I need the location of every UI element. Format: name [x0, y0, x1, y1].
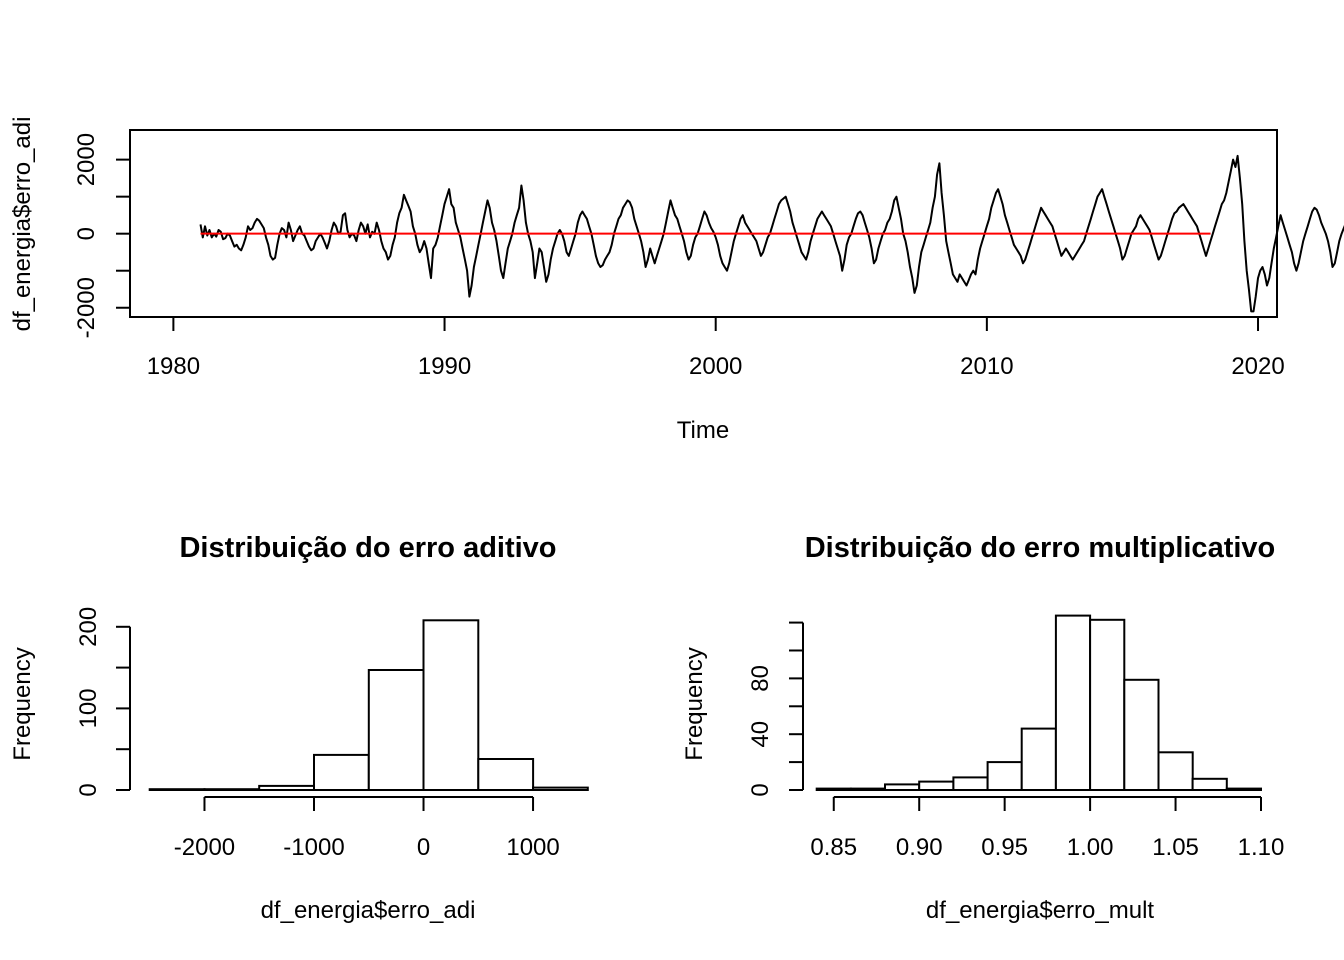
histogram-bar [422, 619, 480, 791]
histogram-bar [1123, 678, 1160, 791]
x-tick-label: 1000 [506, 834, 559, 861]
additive-histogram-x-axis-title: df_energia$erro_adi [261, 897, 476, 924]
x-tick-label: -2000 [174, 834, 235, 861]
multiplicative-histogram-x-axis-title: df_energia$erro_mult [926, 897, 1154, 924]
histogram-bar [203, 788, 261, 792]
multiplicative-histogram-x-axis: 0.85 0.90 0.95 1.00 1.05 1.10 [810, 796, 1285, 861]
histogram-bar [258, 784, 316, 792]
histogram-bar [1089, 618, 1126, 791]
error-series-line [199, 154, 1344, 313]
histogram-bar [1054, 614, 1092, 791]
time-series-x-axis: 1980 1990 2000 2010 2020 [147, 316, 1285, 380]
y-tick-label: 200 [75, 607, 102, 647]
x-tick-label: 1980 [147, 353, 200, 380]
histogram-bar [1225, 787, 1263, 791]
time-series-panel: 1980 1990 2000 2010 2020 -2000 0 2000 Time df_… [9, 117, 1344, 444]
x-tick-label: 2000 [689, 353, 742, 380]
x-tick-label: 1990 [418, 353, 471, 380]
histogram-bar [532, 786, 589, 791]
histogram-bar [849, 787, 887, 791]
histogram-bar [952, 776, 989, 792]
additive-histogram-bars [148, 619, 589, 792]
histogram-bar [1157, 751, 1194, 791]
x-tick-label: 0.90 [896, 834, 943, 861]
y-tick-label: 40 [747, 721, 774, 748]
multiplicative-error-histogram-panel: Distribuição do erro multiplicativo 0.85… [681, 532, 1284, 924]
histogram-bar [986, 761, 1023, 791]
x-tick-label: 0.95 [981, 834, 1028, 861]
histogram-bar [815, 787, 852, 791]
multiplicative-histogram-y-axis: 0 40 80 [747, 621, 804, 797]
time-series-plot-frame [129, 129, 1278, 318]
y-tick-label: 80 [747, 665, 774, 692]
x-tick-label: 0.85 [810, 834, 857, 861]
x-tick-label: 2010 [960, 353, 1013, 380]
x-tick-label: 1.00 [1067, 834, 1114, 861]
time-series-x-axis-title: Time [677, 417, 729, 444]
additive-histogram-x-axis: -2000 -1000 0 1000 [174, 796, 560, 861]
y-tick-label: 0 [75, 783, 102, 796]
x-tick-label: 0 [417, 834, 430, 861]
x-tick-label: 1.05 [1152, 834, 1199, 861]
time-series-series-group [199, 154, 1344, 313]
y-tick-label: 0 [73, 227, 100, 240]
additive-histogram-y-axis-title: Frequency [9, 647, 36, 760]
x-tick-label: -1000 [283, 834, 344, 861]
histogram-bar [1191, 777, 1228, 791]
x-tick-label: 2020 [1231, 353, 1284, 380]
multiplicative-histogram-bars [815, 614, 1263, 792]
histogram-bar [477, 758, 535, 791]
time-series-y-axis-title: df_energia$erro_adi [9, 117, 36, 332]
y-tick-label: 0 [747, 783, 774, 796]
histogram-bar [918, 780, 955, 791]
histogram-bar [1020, 727, 1057, 791]
x-tick-label: 1.10 [1238, 834, 1285, 861]
histogram-bar [313, 753, 370, 792]
histogram-bar [884, 783, 921, 792]
additive-histogram-y-axis: 0 100 200 [75, 607, 131, 797]
multiplicative-histogram-y-axis-title: Frequency [681, 647, 708, 760]
additive-histogram-title: Distribuição do erro aditivo [179, 532, 556, 564]
multiplicative-histogram-title: Distribuição do erro multiplicativo [805, 532, 1276, 564]
additive-error-histogram-panel: Distribuição do erro aditivo -2000 -1000 0… [9, 532, 589, 924]
y-tick-label: -2000 [73, 277, 100, 338]
y-tick-label: 2000 [73, 133, 100, 186]
y-tick-label: 100 [75, 688, 102, 728]
time-series-y-axis: -2000 0 2000 [73, 133, 131, 338]
histogram-bar [367, 669, 425, 791]
histogram-bar [148, 788, 206, 792]
